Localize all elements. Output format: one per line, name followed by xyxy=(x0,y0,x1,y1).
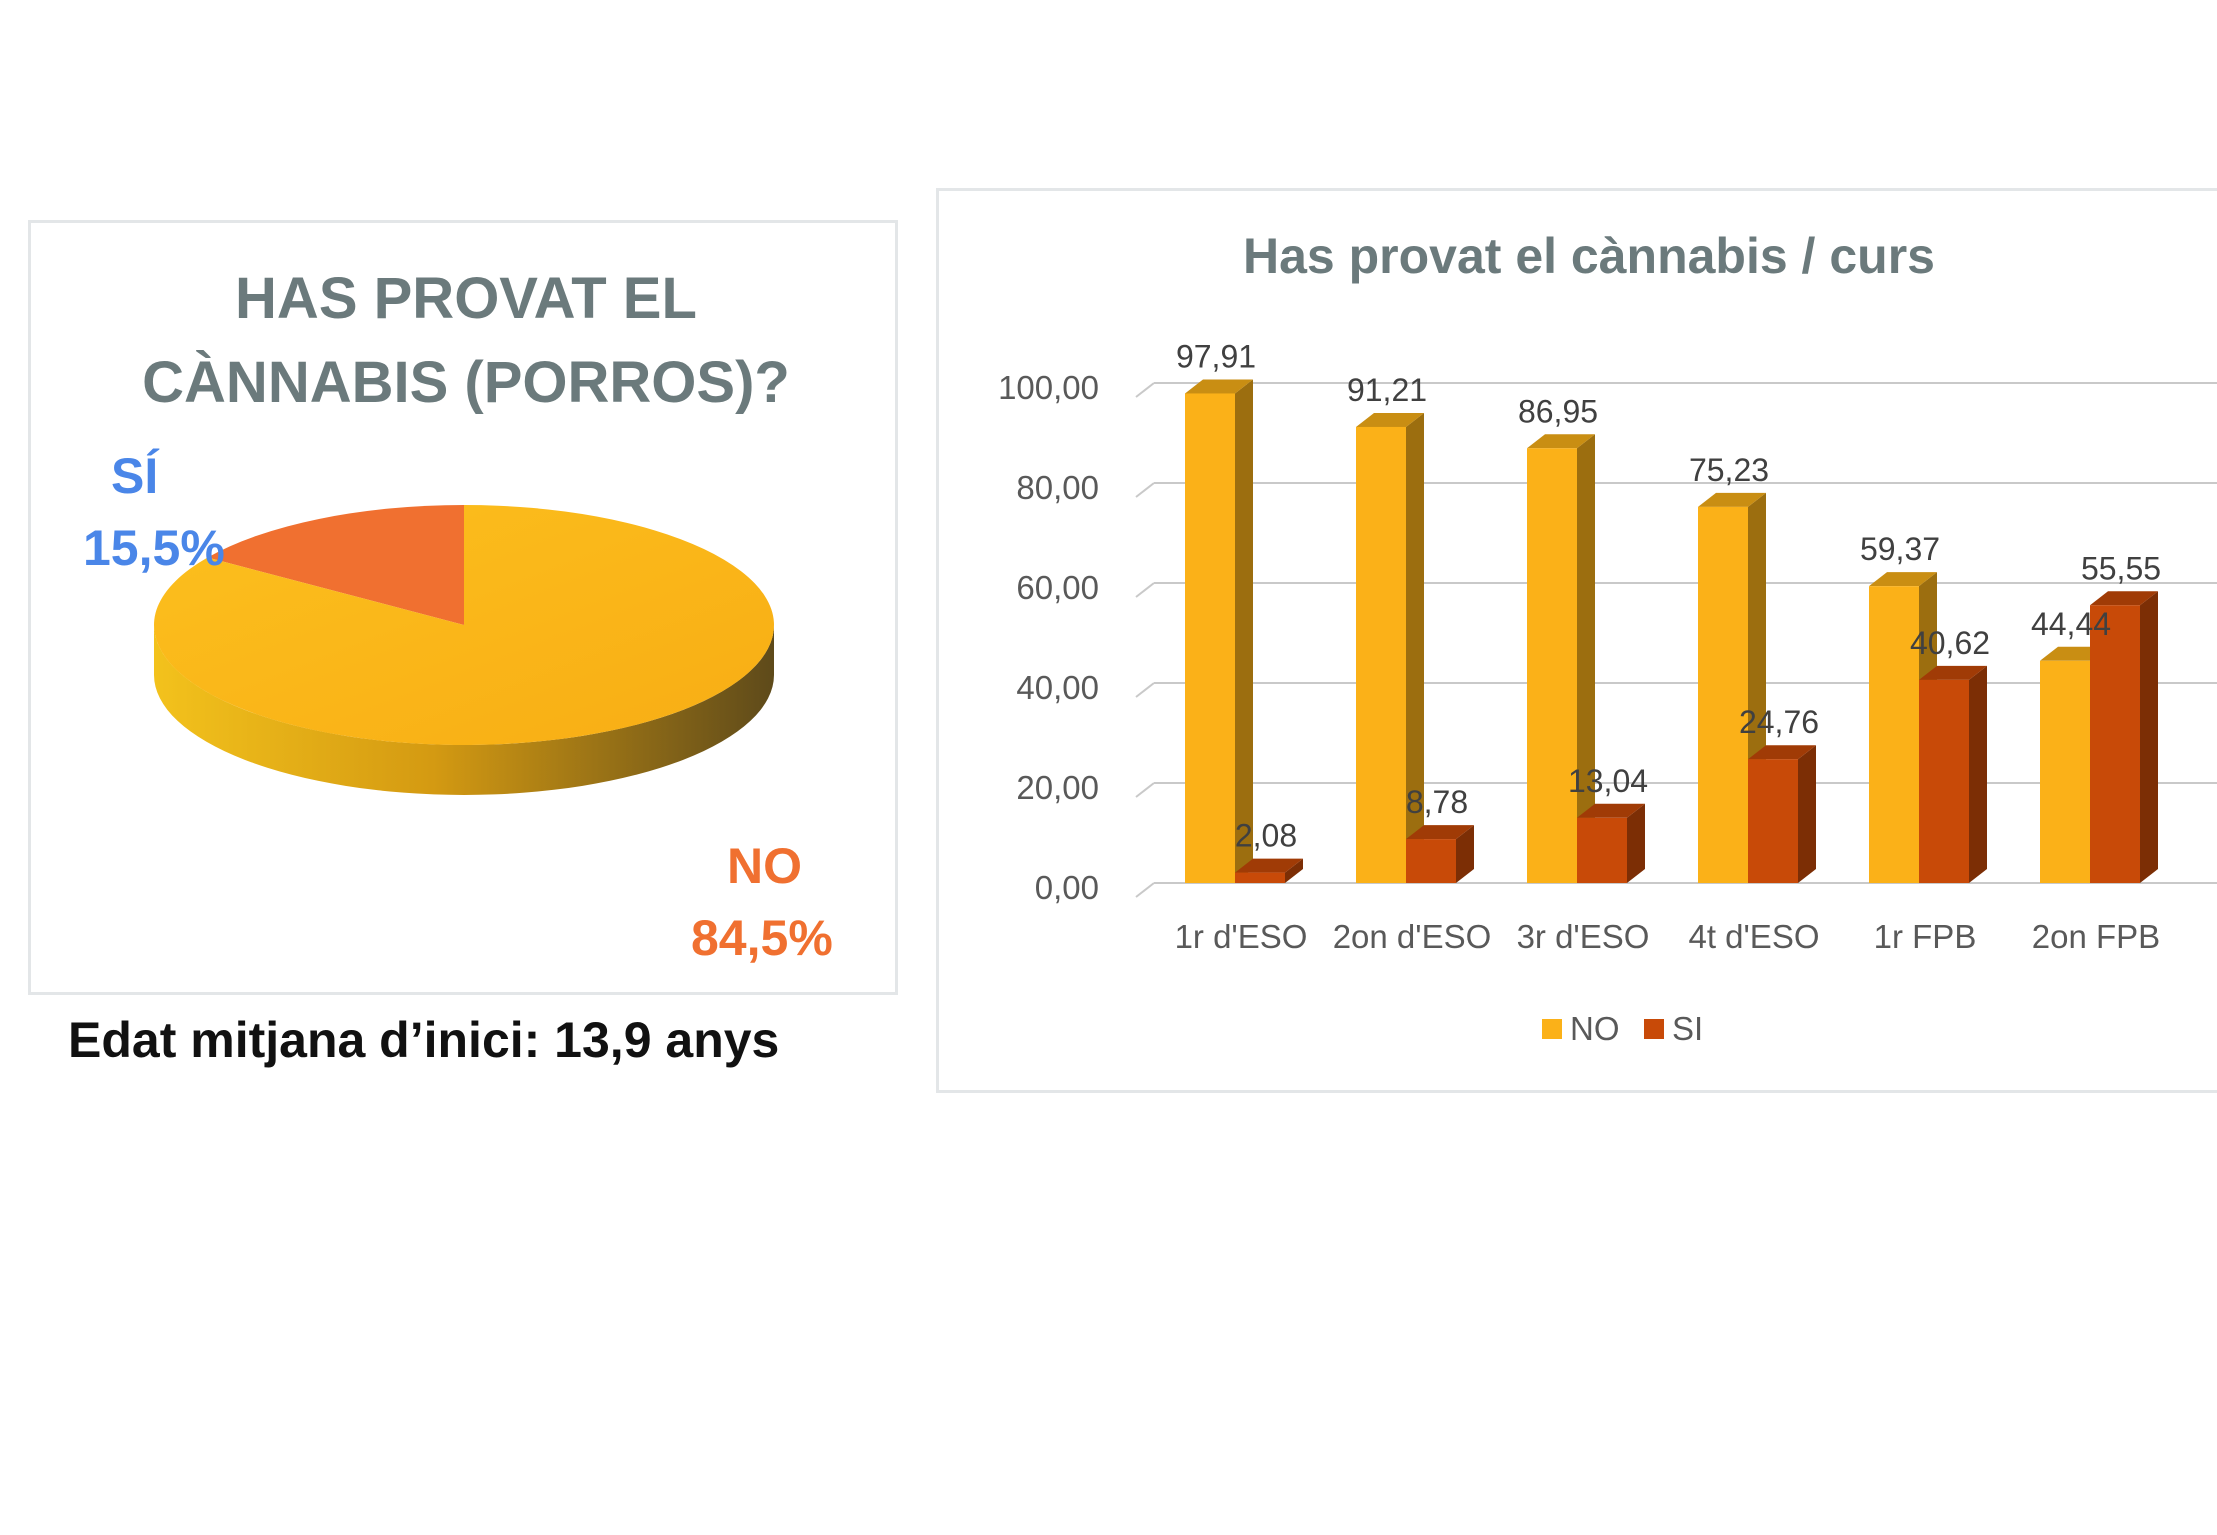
bar-si-5 xyxy=(2090,605,2140,883)
bar-no-1 xyxy=(1356,426,1406,883)
bar-no-2-top xyxy=(1527,434,1595,449)
bar-si-2-side xyxy=(1627,803,1645,883)
pie-panel: HAS PROVAT EL CÀNNABIS (PORROS)? SÍ 15,5… xyxy=(28,220,898,995)
bar-chart-title: Has provat el cànnabis / curs xyxy=(1243,228,1935,284)
bar-si-0-side xyxy=(1285,858,1303,883)
gridline-diag xyxy=(1135,782,1155,798)
y-tick-label: 100,00 xyxy=(998,369,1099,406)
y-tick-label: 0,00 xyxy=(1035,869,1099,906)
bar-si-4 xyxy=(1919,679,1969,883)
bar-si-2 xyxy=(1577,817,1627,883)
bar-si-5-top xyxy=(2090,591,2158,606)
gridline-diag xyxy=(1135,682,1155,698)
bar-chart: 0,00 20,00 40,00 60,00 80,00 100,00 97,91 2,08 1… xyxy=(998,338,2217,1047)
legend-swatch-si xyxy=(1644,1019,1664,1039)
bar-si-1-side xyxy=(1456,825,1474,883)
pie-chart xyxy=(153,505,775,795)
bar-si-2-top xyxy=(1577,803,1645,818)
data-label-si-1: 8,78 xyxy=(1406,784,1468,820)
legend-label-si: SI xyxy=(1672,1010,1703,1047)
x-tick-label: 4t d'ESO xyxy=(1688,918,1819,955)
bar-si-0 xyxy=(1235,872,1285,883)
bar-no-1-top xyxy=(1356,412,1424,427)
data-label-no-1: 91,21 xyxy=(1347,372,1427,408)
average-start-age-note: Edat mitjana d’inici: 13,9 anys xyxy=(68,1012,780,1068)
data-label-no-5: 44,44 xyxy=(2031,606,2111,642)
bar-si-4-side xyxy=(1969,665,1987,883)
data-label-no-0: 97,91 xyxy=(1176,338,1256,374)
gridline-diag xyxy=(1135,882,1155,898)
bar-no-2-side xyxy=(1577,434,1595,883)
pie-value-no: 84,5% xyxy=(691,910,833,966)
gridline-diag xyxy=(1135,382,1155,398)
bar-no-0-top xyxy=(1185,379,1253,394)
pie-title-line-1: HAS PROVAT EL xyxy=(235,266,697,331)
bar-no-4 xyxy=(1869,586,1919,883)
legend-swatch-no xyxy=(1542,1019,1562,1039)
bar-si-3-side xyxy=(1798,745,1816,883)
y-tick-label: 80,00 xyxy=(1016,469,1099,506)
x-tick-label: 3r d'ESO xyxy=(1517,918,1650,955)
bar-si-4-top xyxy=(1919,665,1987,680)
data-label-si-2: 13,04 xyxy=(1568,763,1648,799)
bar-panel: Has provat el cànnabis / curs 0,00 20,00 4… xyxy=(936,188,2217,1093)
bar-no-5 xyxy=(2040,660,2090,883)
data-label-si-5: 55,55 xyxy=(2081,550,2161,586)
pie-side xyxy=(154,625,774,795)
data-label-si-4: 40,62 xyxy=(1910,625,1990,661)
y-tick-label: 40,00 xyxy=(1016,669,1099,706)
y-tick-label: 20,00 xyxy=(1016,769,1099,806)
pie-value-si: 15,5% xyxy=(83,520,225,576)
bar-no-0-side xyxy=(1235,379,1253,883)
gridline-diag xyxy=(1135,582,1155,598)
bar-no-3-top xyxy=(1698,492,1766,507)
data-label-no-3: 75,23 xyxy=(1689,452,1769,488)
bar-si-5-side xyxy=(2140,591,2158,883)
pie-label-no: NO xyxy=(727,838,802,894)
bar-no-1-side xyxy=(1406,412,1424,883)
pie-title-line-2: CÀNNABIS (PORROS)? xyxy=(142,350,790,415)
bar-si-1-top xyxy=(1406,825,1474,840)
bar-si-1 xyxy=(1406,839,1456,883)
x-tick-label: 1r d'ESO xyxy=(1175,918,1308,955)
legend-label-no: NO xyxy=(1570,1010,1620,1047)
gridline-diag xyxy=(1135,482,1155,498)
pie-slice-no xyxy=(153,505,775,745)
data-label-no-2: 86,95 xyxy=(1518,393,1598,429)
bar-no-4-top xyxy=(1869,572,1937,587)
data-label-si-0: 2,08 xyxy=(1235,818,1297,854)
bar-no-0 xyxy=(1185,393,1235,883)
data-label-si-3: 24,76 xyxy=(1739,704,1819,740)
bar-si-3-top xyxy=(1748,745,1816,760)
pie-label-si: SÍ xyxy=(111,448,159,504)
y-tick-label: 60,00 xyxy=(1016,569,1099,606)
x-tick-label: 2on FPB xyxy=(2032,918,2160,955)
x-tick-label: 1r FPB xyxy=(1874,918,1977,955)
data-label-no-4: 59,37 xyxy=(1860,531,1940,567)
bar-si-3 xyxy=(1748,759,1798,883)
pie-slice-sí xyxy=(207,505,464,625)
x-tick-label: 2on d'ESO xyxy=(1333,918,1492,955)
bar-no-2 xyxy=(1527,448,1577,883)
bar-si-0-top xyxy=(1235,858,1303,873)
bar-no-3 xyxy=(1698,506,1748,883)
